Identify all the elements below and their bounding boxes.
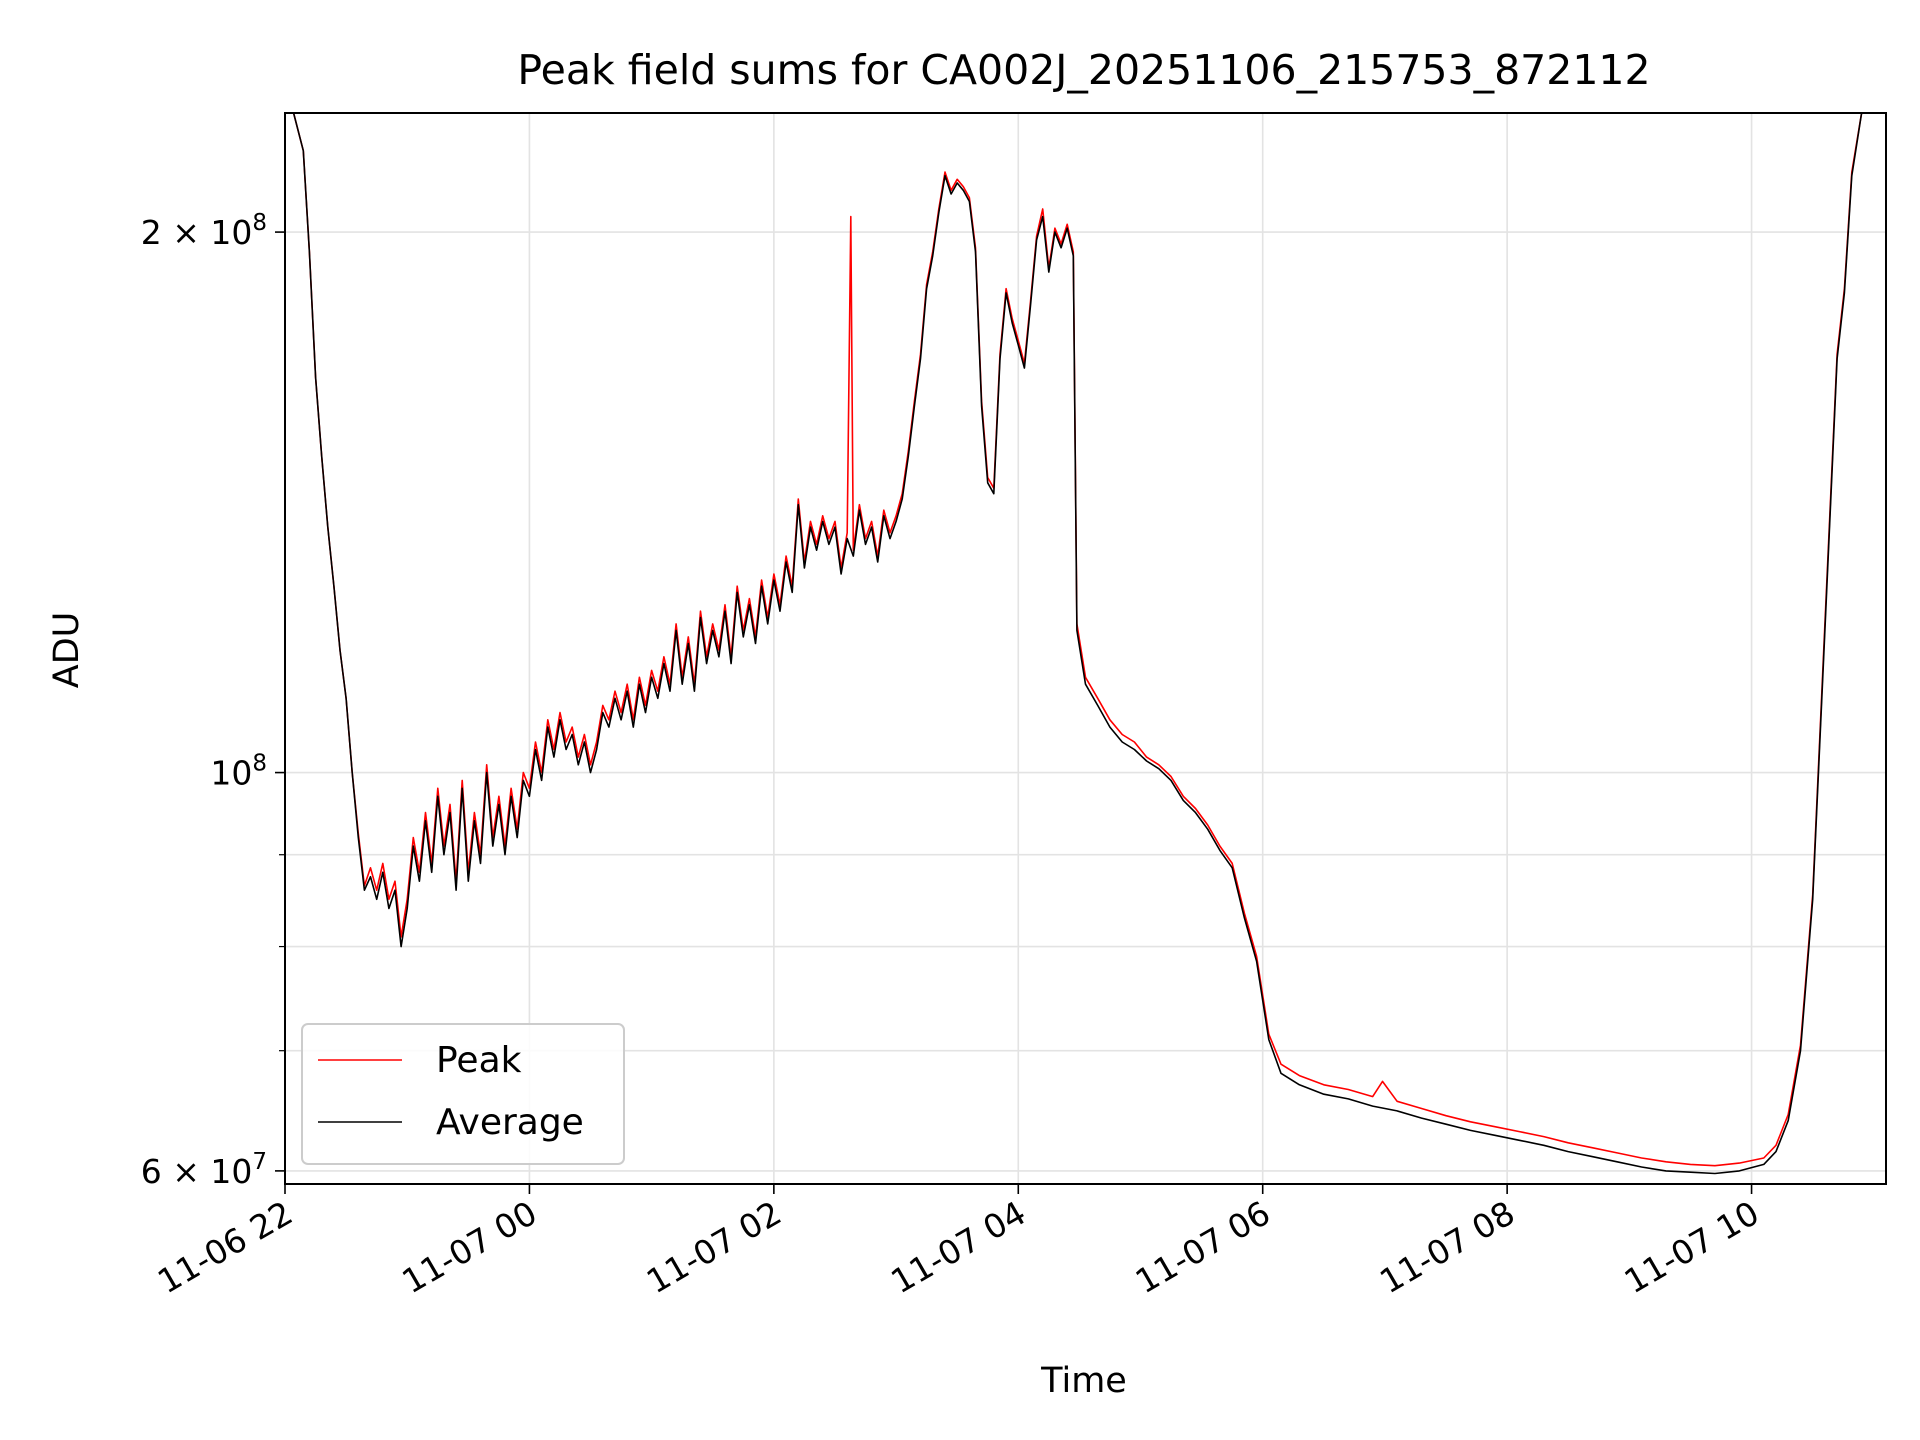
plot-frame bbox=[284, 112, 1887, 1185]
x-axis-label: Time bbox=[1040, 1361, 1127, 1401]
y-tick-label: 6 × 107 bbox=[141, 1149, 267, 1191]
legend-average-label: Average bbox=[436, 1102, 584, 1143]
chart-title: Peak field sums for CA002J_20251106_2157… bbox=[517, 46, 1650, 94]
legend: Peak Average bbox=[301, 1023, 625, 1165]
legend-box bbox=[301, 1023, 625, 1165]
y-tick-label: 2 × 108 bbox=[141, 210, 267, 252]
y-tick-label: 108 bbox=[210, 751, 267, 793]
series-line-peak bbox=[292, 113, 1863, 1167]
series-line-average bbox=[292, 113, 1863, 1175]
y-axis-ticks: 6 × 107 108 2 × 108 bbox=[141, 210, 285, 1191]
legend-peak-label: Peak bbox=[436, 1040, 522, 1081]
series-layer bbox=[292, 113, 1863, 1175]
grid-lines bbox=[284, 113, 1886, 1184]
y-axis-label: ADU bbox=[47, 612, 87, 689]
